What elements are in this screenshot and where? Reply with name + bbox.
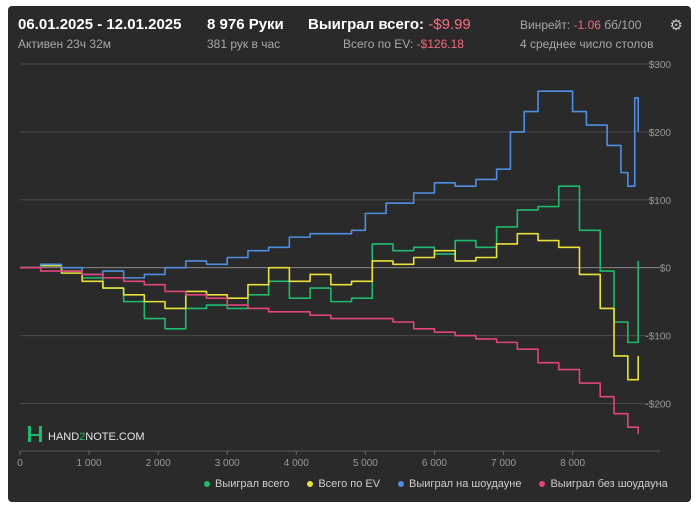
- y-tick-label: $100: [649, 196, 672, 207]
- hand2note-logo-text: HAND2NOTE.COM: [48, 431, 145, 443]
- series-line-3: [20, 266, 640, 435]
- x-tick-label: 5 000: [353, 458, 378, 469]
- winrate-label: Винрейт:: [520, 18, 571, 32]
- series-line-2: [20, 90, 640, 279]
- chart-legend: Выиграл всего Всего по EV Выиграл на шоуда…: [204, 478, 686, 490]
- x-tick-label: 1 000: [77, 458, 102, 469]
- legend-dot: [539, 481, 546, 488]
- legend-dot: [398, 481, 405, 488]
- x-tick-label: 7 000: [491, 458, 516, 469]
- legend-item-0[interactable]: Выиграл всего: [204, 478, 289, 490]
- hand2note-logo: HAND2NOTE.COM: [28, 426, 145, 443]
- total-won: Выиграл всего: -$9.99: [308, 16, 471, 33]
- chart-panel: 06.01.2025 - 12.01.2025 Активен 23ч 32м …: [8, 6, 691, 502]
- x-tick-label: 8 000: [560, 458, 585, 469]
- hands-count: 8 976 Руки: [207, 16, 284, 33]
- total-ev-label: Всего по EV:: [343, 37, 414, 51]
- y-tick-label: $0: [660, 264, 672, 275]
- series-line-1: [20, 232, 640, 381]
- total-won-value: -$9.99: [428, 16, 471, 33]
- total-ev-value: -$126.18: [416, 37, 464, 51]
- winrate: Винрейт: -1.06 бб/100: [520, 18, 641, 32]
- winrate-unit: бб/100: [604, 18, 642, 32]
- y-tick-label: $300: [649, 60, 672, 71]
- chart-svg: $300 $200 $100 $0 -$100 -$200 0 1 000 2 000 3 00…: [17, 60, 672, 469]
- legend-dot: [204, 481, 210, 488]
- total-ev: Всего по EV: -$126.18: [343, 37, 464, 51]
- y-tick-label: $200: [649, 128, 672, 139]
- y-tick-label: -$200: [645, 399, 671, 410]
- legend-label: Выиграл на шоудауне: [409, 478, 522, 490]
- x-tick-label: 2 000: [146, 458, 171, 469]
- legend-label: Всего по EV: [318, 478, 381, 490]
- y-tick-label: -$100: [645, 332, 671, 343]
- x-tick-label: 6 000: [422, 458, 447, 469]
- x-tick-label: 4 000: [284, 458, 309, 469]
- hands-per-hour: 381 рук в час: [207, 37, 281, 51]
- gear-icon[interactable]: ⚙: [669, 17, 683, 34]
- legend-item-1[interactable]: Всего по EV: [307, 478, 380, 490]
- total-won-label: Выиграл всего:: [308, 16, 425, 33]
- legend-item-3[interactable]: Выиграл без шоудауна: [539, 478, 668, 490]
- legend-label: Выиграл без шоудауна: [550, 478, 668, 490]
- legend-item-2[interactable]: Выиграл на шоудауне: [398, 478, 521, 490]
- date-range: 06.01.2025 - 12.01.2025: [18, 16, 182, 33]
- x-tick-label: 3 000: [215, 458, 240, 469]
- avg-tables: 4 среднее число столов: [520, 37, 654, 51]
- series-line-0: [20, 185, 640, 344]
- hand2note-logo-icon: [28, 426, 42, 442]
- active-time: Активен 23ч 32м: [18, 37, 111, 51]
- x-tick-label: 0: [17, 458, 23, 469]
- legend-label: Выиграл всего: [215, 478, 290, 490]
- legend-dot: [307, 481, 314, 488]
- winrate-value: -1.06: [573, 18, 601, 32]
